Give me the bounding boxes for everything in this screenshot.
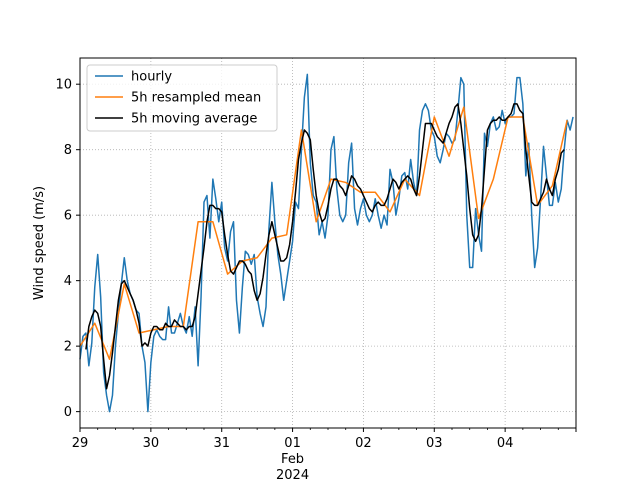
legend-box [86, 64, 278, 132]
y-axis-label: Wind speed (m/s) [32, 186, 47, 300]
x-tick-label: 29 [72, 436, 89, 451]
x-tick-label: 31 [213, 436, 230, 451]
series-line-2 [85, 103, 565, 390]
x-tick-label: 04 [497, 436, 514, 451]
legend: hourly 5h resampled mean 5h moving average [86, 64, 278, 132]
y-tick-label: 2 [64, 340, 72, 355]
x-tick-sublabel-year: 2024 [276, 468, 309, 480]
series-layer [79, 73, 574, 413]
legend-entry: 5h resampled mean [131, 91, 261, 106]
x-tick-label: 30 [143, 436, 160, 451]
legend-entry: hourly [131, 70, 172, 85]
legend-entry: 5h moving average [131, 112, 257, 127]
y-tick-label: 8 [64, 143, 72, 158]
x-tick-label: 03 [426, 436, 443, 451]
y-tick-label: 0 [64, 405, 72, 420]
y-axis: 0 2 4 6 8 10 [55, 78, 80, 420]
x-tick-label: 01 [284, 436, 301, 451]
y-tick-label: 4 [64, 274, 72, 289]
y-tick-label: 6 [64, 209, 72, 224]
x-tick-sublabel-month: Feb [281, 452, 304, 467]
y-tick-label: 10 [55, 78, 72, 93]
series-line-1 [79, 106, 568, 360]
x-tick-label: 02 [355, 436, 372, 451]
